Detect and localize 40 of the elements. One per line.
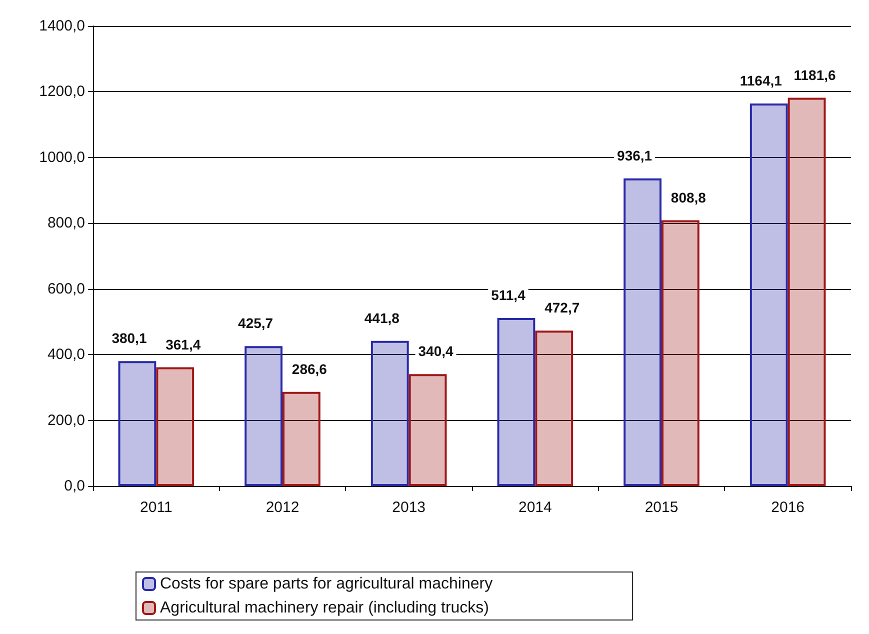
bar: [750, 104, 788, 486]
y-tick-label: 600,0: [47, 280, 85, 298]
data-label: 1164,1: [740, 72, 782, 89]
bar: [408, 374, 447, 486]
bar: [497, 318, 536, 486]
legend-label: Costs for spare parts for agricultural machinery: [160, 576, 493, 592]
data-label: 286,6: [292, 360, 328, 377]
data-label: 808,8: [670, 189, 706, 206]
y-tick-label: 200,0: [47, 412, 85, 429]
y-tick-label: 400,0: [47, 346, 85, 364]
x-tick-label: 2012: [266, 499, 300, 516]
y-tick-label: 800,0: [47, 214, 85, 232]
bar: [156, 367, 194, 486]
x-tick-label: 2011: [140, 499, 172, 516]
bar: [244, 346, 282, 486]
bar: [370, 340, 409, 486]
data-label: 511,4: [491, 286, 526, 303]
legend-label: Agricultural machinery repair (including trucks): [160, 600, 490, 616]
data-label: 441,8: [364, 310, 400, 326]
data-label: 340,4: [418, 343, 454, 360]
data-label: 380,1: [112, 330, 147, 346]
x-tick-label: 2016: [771, 499, 805, 516]
bar: [282, 392, 320, 486]
y-tick-label: 0,0: [64, 478, 85, 494]
data-label: 425,7: [238, 315, 274, 332]
data-label: 1181,6: [794, 66, 836, 83]
data-label: 361,4: [166, 336, 201, 352]
data-label: 472,7: [544, 300, 580, 316]
x-tick-label: 2014: [518, 499, 552, 516]
x-tick-label: 2013: [392, 499, 426, 516]
data-label: 936,1: [617, 147, 652, 164]
bar: [535, 330, 574, 486]
bar: [788, 98, 826, 486]
bar: [624, 178, 662, 486]
bar: [662, 220, 700, 486]
y-tick-label: 1000,0: [39, 148, 85, 166]
y-tick-label: 1200,0: [39, 83, 85, 100]
y-tick-label: 1400,0: [39, 18, 85, 34]
x-tick-label: 2015: [644, 499, 678, 516]
bar: [118, 361, 156, 486]
